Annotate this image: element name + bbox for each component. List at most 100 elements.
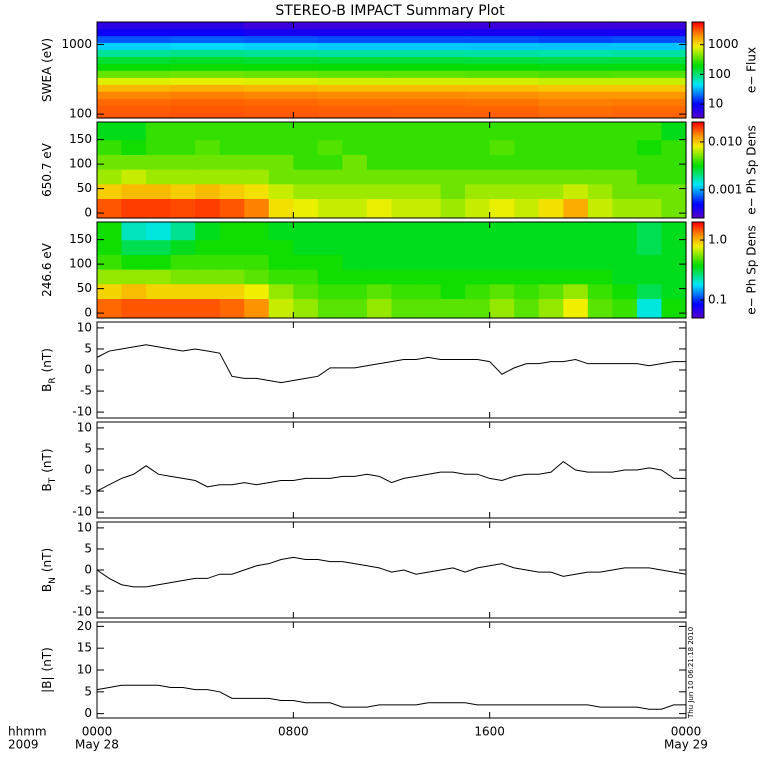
colorbar-step bbox=[692, 242, 704, 245]
colorbar-frame bbox=[691, 121, 705, 219]
colorbar-step bbox=[692, 76, 704, 79]
heatmap-cell bbox=[317, 183, 344, 200]
y-label-sub: N bbox=[48, 577, 58, 584]
heatmap-cell bbox=[97, 28, 172, 37]
heatmap-cell bbox=[440, 154, 466, 170]
colorbar-step bbox=[692, 163, 704, 166]
colorbar-step bbox=[692, 260, 704, 263]
heatmap-cell bbox=[661, 239, 687, 255]
colorbar-label: e− Ph Sp Dens bbox=[745, 125, 759, 214]
y-label-unit: (nT) bbox=[40, 548, 54, 572]
heatmap-cell bbox=[514, 154, 540, 170]
heatmap-cell bbox=[366, 198, 393, 219]
colorbar-step bbox=[692, 70, 704, 73]
heatmap-cell bbox=[97, 183, 123, 200]
colorbar-step bbox=[692, 198, 704, 201]
heatmap-cell bbox=[440, 169, 466, 185]
heatmap-cell bbox=[440, 298, 466, 319]
heatmap-cell bbox=[391, 198, 417, 219]
colorbar-step bbox=[692, 44, 704, 47]
colorbar-step bbox=[692, 87, 704, 90]
colorbar-step bbox=[692, 284, 704, 287]
heatmap-cell bbox=[121, 183, 147, 200]
heatmap-cell bbox=[219, 239, 245, 255]
colorbar-step bbox=[692, 181, 704, 184]
heatmap-cell bbox=[195, 298, 221, 319]
heatmap-cell bbox=[146, 269, 172, 285]
heatmap-cell bbox=[219, 139, 245, 155]
colorbar-step bbox=[692, 31, 704, 34]
heatmap-cell bbox=[391, 269, 417, 285]
colorbar-step bbox=[692, 108, 704, 111]
heatmap-cell bbox=[440, 198, 466, 219]
colorbar-step bbox=[692, 223, 704, 226]
heatmap-cell bbox=[170, 169, 196, 185]
heatmap-cell bbox=[244, 91, 319, 99]
y-tick-label: -5 bbox=[80, 484, 92, 498]
heatmap-cell bbox=[416, 154, 442, 170]
heatmap-cell bbox=[636, 298, 663, 319]
heatmap-cell bbox=[587, 169, 613, 185]
heatmap-cell bbox=[538, 63, 613, 71]
heatmap-cell bbox=[244, 254, 270, 270]
colorbar-step bbox=[692, 205, 704, 208]
heatmap-cell bbox=[587, 222, 613, 241]
heatmap-cell bbox=[538, 198, 564, 219]
heatmap-cell bbox=[391, 283, 417, 300]
heatmap-cell bbox=[342, 183, 368, 200]
colorbar-step bbox=[692, 49, 704, 52]
heatmap-cell bbox=[661, 269, 687, 285]
heatmap-cell bbox=[612, 122, 638, 141]
y-tick-label: 0 bbox=[84, 363, 92, 377]
panel-frame bbox=[96, 21, 687, 119]
colorbar-step bbox=[692, 273, 704, 276]
heatmap-cell bbox=[587, 269, 613, 285]
heatmap-cell bbox=[97, 42, 172, 50]
heatmap-cell bbox=[293, 222, 319, 241]
heatmap-cell bbox=[465, 154, 491, 170]
heatmap-cell bbox=[391, 35, 466, 43]
heatmap-cell bbox=[489, 154, 515, 170]
colorbar-step bbox=[692, 310, 704, 313]
heatmap-cell bbox=[612, 198, 638, 219]
heatmap-cell bbox=[465, 183, 491, 200]
heatmap-cell bbox=[636, 183, 663, 200]
y-tick-label: 0 bbox=[84, 206, 92, 220]
colorbar-step bbox=[692, 316, 704, 319]
heatmap-cell bbox=[244, 84, 319, 92]
y-label-main: 650.7 eV bbox=[40, 142, 54, 197]
y-label-unit: (nT) bbox=[40, 448, 54, 472]
y-tick-label: -10 bbox=[72, 405, 92, 419]
heatmap-cell bbox=[612, 169, 638, 185]
heatmap-cell bbox=[170, 84, 245, 92]
colorbar-step bbox=[692, 78, 704, 81]
heatmap-cell bbox=[563, 169, 589, 185]
y-tick-label: 0 bbox=[84, 563, 92, 577]
heatmap-cell bbox=[170, 42, 245, 50]
heatmap-cell bbox=[391, 70, 466, 78]
heatmap-cell bbox=[170, 269, 196, 285]
colorbar-step bbox=[692, 84, 704, 87]
colorbar-step bbox=[692, 63, 704, 66]
colorbar-step bbox=[692, 71, 704, 74]
heatmap-cell bbox=[97, 222, 123, 241]
heatmap-cell bbox=[612, 105, 687, 113]
colorbar-step bbox=[692, 270, 704, 273]
heatmap-cell bbox=[391, 49, 466, 57]
heatmap-cell bbox=[195, 269, 221, 285]
heatmap-cell bbox=[465, 254, 491, 270]
heatmap-cell bbox=[538, 254, 564, 270]
heatmap-cell bbox=[317, 298, 344, 319]
colorbar-step bbox=[692, 130, 704, 133]
heatmap-cell bbox=[170, 22, 245, 30]
heatmap-cell bbox=[244, 154, 270, 170]
heatmap-cell bbox=[465, 70, 540, 78]
heatmap-cell bbox=[636, 254, 663, 270]
heatmap-cell bbox=[97, 91, 172, 99]
colorbar-step bbox=[692, 238, 704, 241]
heatmap-cell bbox=[440, 239, 466, 255]
heatmap-cell bbox=[612, 222, 638, 241]
y-tick-label: 0 bbox=[84, 706, 92, 720]
heatmap-cell bbox=[440, 139, 466, 155]
colorbar-step bbox=[692, 306, 704, 309]
